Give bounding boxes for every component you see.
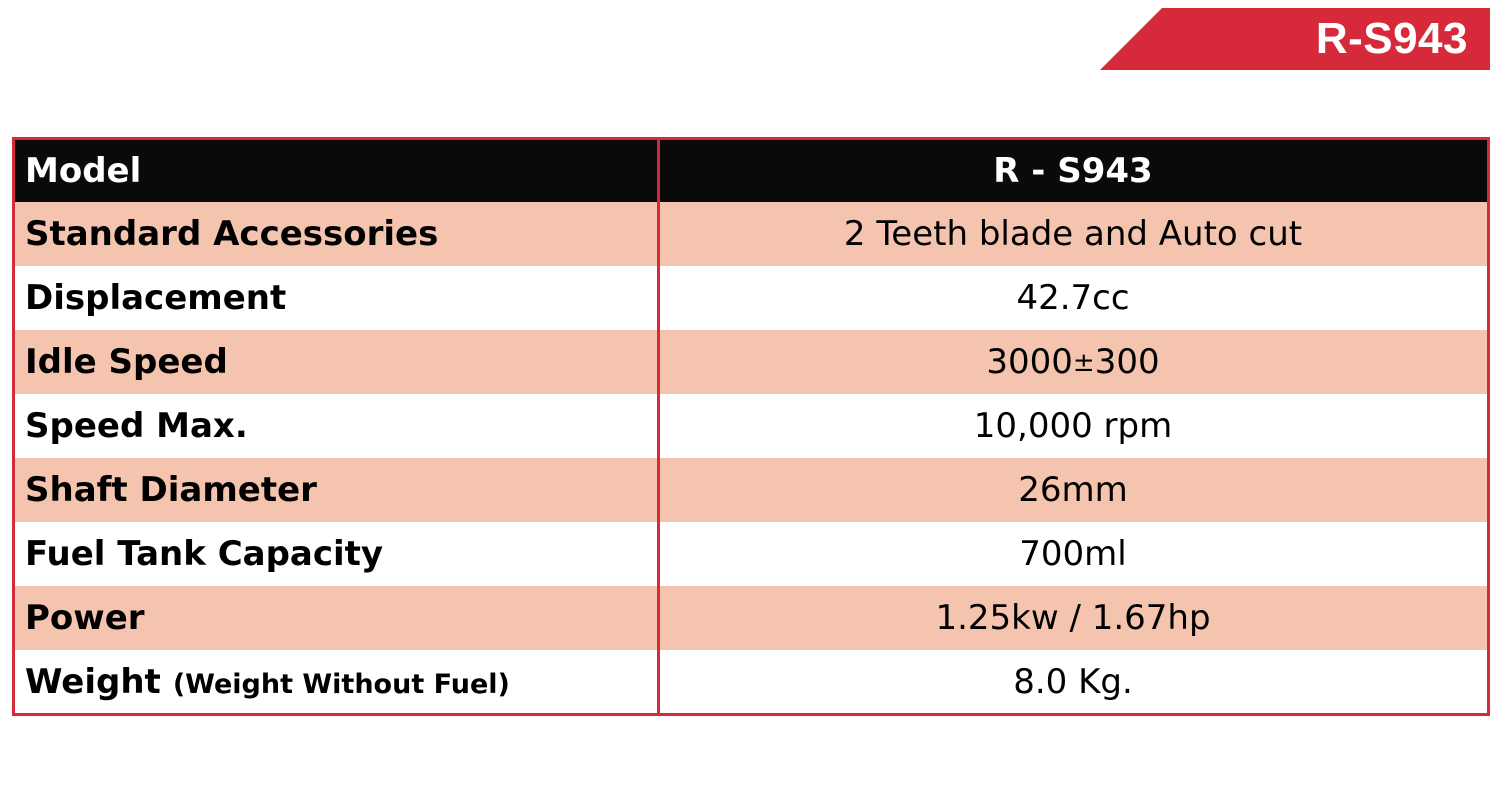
row-value: 1.25kw / 1.67hp — [935, 598, 1211, 638]
row-value: 8.0 Kg. — [1013, 661, 1133, 702]
table-row: Shaft Diameter 26mm — [15, 458, 1487, 522]
table-header-row: Model R - S943 — [15, 140, 1487, 202]
row-label: Standard Accessories — [25, 214, 439, 254]
row-label: Power — [25, 598, 145, 638]
row-value: 42.7cc — [1016, 278, 1130, 318]
row-value: 700ml — [1019, 534, 1127, 574]
header-label: Model — [25, 151, 142, 191]
table-row: Idle Speed 3000±300 — [15, 330, 1487, 394]
idle-speed-tolerance: 300 — [1094, 342, 1160, 382]
row-label: Fuel Tank Capacity — [25, 534, 384, 574]
row-value: 26mm — [1018, 470, 1128, 510]
table-row: Standard Accessories 2 Teeth blade and A… — [15, 202, 1487, 266]
row-value: 3000±300 — [659, 342, 1487, 382]
table-row: Fuel Tank Capacity 700ml — [15, 522, 1487, 586]
weight-note: (Weight Without Fuel) — [172, 668, 510, 700]
table-row: Speed Max. 10,000 rpm — [15, 394, 1487, 458]
badge-shape — [1100, 8, 1490, 70]
row-value: 2 Teeth blade and Auto cut — [843, 214, 1303, 254]
row-label: Shaft Diameter — [25, 470, 317, 510]
row-label: Speed Max. — [25, 406, 248, 446]
plus-minus-symbol: ± — [1072, 348, 1095, 378]
idle-speed-base: 3000 — [986, 342, 1073, 382]
badge-label: R-S943 — [1315, 14, 1468, 63]
weight-label: Weight — [25, 661, 161, 702]
table-row: Displacement 42.7cc — [15, 266, 1487, 330]
row-label: Idle Speed — [25, 342, 228, 382]
table-row: Weight (Weight Without Fuel) 8.0 Kg. — [15, 650, 1487, 713]
table-row: Power 1.25kw / 1.67hp — [15, 586, 1487, 650]
model-badge: R-S943 — [1100, 8, 1490, 70]
row-value: 10,000 rpm — [973, 406, 1173, 446]
header-value: R - S943 — [993, 151, 1153, 191]
spec-table: Model R - S943 Standard Accessories 2 Te… — [12, 137, 1490, 716]
column-divider — [657, 140, 660, 713]
row-label: Displacement — [25, 278, 287, 318]
row-label: Weight (Weight Without Fuel) — [15, 662, 659, 702]
